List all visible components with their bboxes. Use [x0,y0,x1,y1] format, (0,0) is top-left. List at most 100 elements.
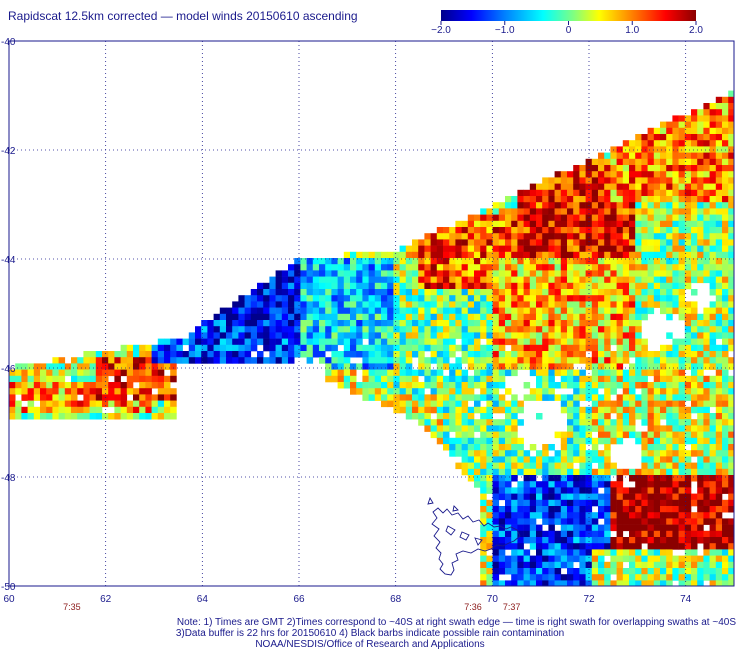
wind-cell [424,313,431,321]
wind-cell [647,214,655,222]
wind-cell [300,326,307,333]
wind-cell [176,338,183,346]
wind-cell [722,351,729,358]
wind-cell [567,202,574,209]
wind-cell [567,369,574,377]
wind-cell [511,295,518,302]
wind-cell [684,574,692,581]
wind-cell [405,258,413,265]
wind-cell [350,313,357,321]
wind-cell [666,332,673,339]
wind-cell [529,351,537,358]
wind-cell [343,382,351,389]
wind-cell [709,146,717,153]
wind-cell [269,320,276,327]
wind-cell [399,400,407,408]
wind-cell [715,388,723,395]
wind-cell [529,227,537,234]
wind-cell [195,326,202,333]
wind-cell [567,499,574,507]
wind-cell [58,388,66,395]
wind-cell [579,264,586,271]
wind-cell [641,481,648,488]
wind-cell [492,561,500,569]
wind-cell [703,568,710,575]
wind-cell [480,208,487,215]
wind-cell [325,320,332,327]
wind-cell [691,375,698,383]
wind-cell [151,375,159,383]
wind-cell [598,413,605,420]
wind-cell [598,574,605,581]
wind-cell [511,406,518,414]
wind-cell [678,289,686,296]
wind-cell [474,245,481,253]
wind-cell [474,251,481,259]
wind-cell [579,493,586,501]
wind-cell [381,375,388,383]
wind-cell [331,301,338,308]
wind-cell [492,450,500,457]
wind-cell [641,251,648,259]
wind-cell [412,245,419,253]
wind-cell [219,320,227,327]
wind-cell [591,475,599,482]
wind-cell [219,307,227,315]
wind-cell [647,158,655,166]
wind-cell [300,301,307,308]
wind-cell [89,406,97,414]
wind-cell [542,574,549,581]
wind-cell [573,406,580,414]
wind-cell [728,96,734,104]
wind-cell [548,332,555,339]
wind-cell [548,506,555,513]
wind-cell [548,251,555,259]
wind-cell [691,233,698,240]
wind-cell [436,382,444,389]
wind-cell [312,289,320,296]
wind-cell [722,289,729,296]
wind-cell [430,289,438,296]
wind-cell [325,264,332,271]
wind-cell [449,307,456,315]
wind-cell [542,301,549,308]
wind-cell [678,134,686,141]
wind-cell [641,357,648,364]
wind-cell [399,251,407,259]
wind-cell [480,282,487,290]
wind-cell [529,326,537,333]
wind-cell [678,357,686,364]
wind-cell [523,338,531,346]
wind-cell [709,444,717,451]
wind-cell [492,233,500,240]
wind-cell [635,183,642,191]
wind-cell [33,413,41,420]
wind-cell [666,189,673,197]
wind-cell [362,369,369,377]
wind-cell [641,134,648,141]
wind-cell [319,276,326,284]
wind-cell [647,357,655,364]
wind-cell [622,332,630,339]
wind-cell [653,177,661,184]
wind-cell [58,357,66,364]
wind-cell [703,561,710,569]
wind-cell [616,413,624,420]
wind-cell [684,394,692,401]
wind-cell [653,357,661,364]
wind-cell [474,375,481,383]
wind-cell [653,481,661,488]
wind-cell [641,574,648,581]
wind-cell [560,512,568,519]
wind-cell [498,320,506,327]
time-labels: 7:35 7:36 7:37 [63,602,520,612]
wind-cell [52,400,59,408]
wind-cell [579,202,586,209]
wind-cell [542,338,549,346]
wind-cell [598,282,605,290]
wind-cell [188,357,196,364]
wind-cell [703,220,710,228]
wind-cell [232,307,239,315]
wind-cell [591,270,599,277]
wind-cell [467,338,475,346]
